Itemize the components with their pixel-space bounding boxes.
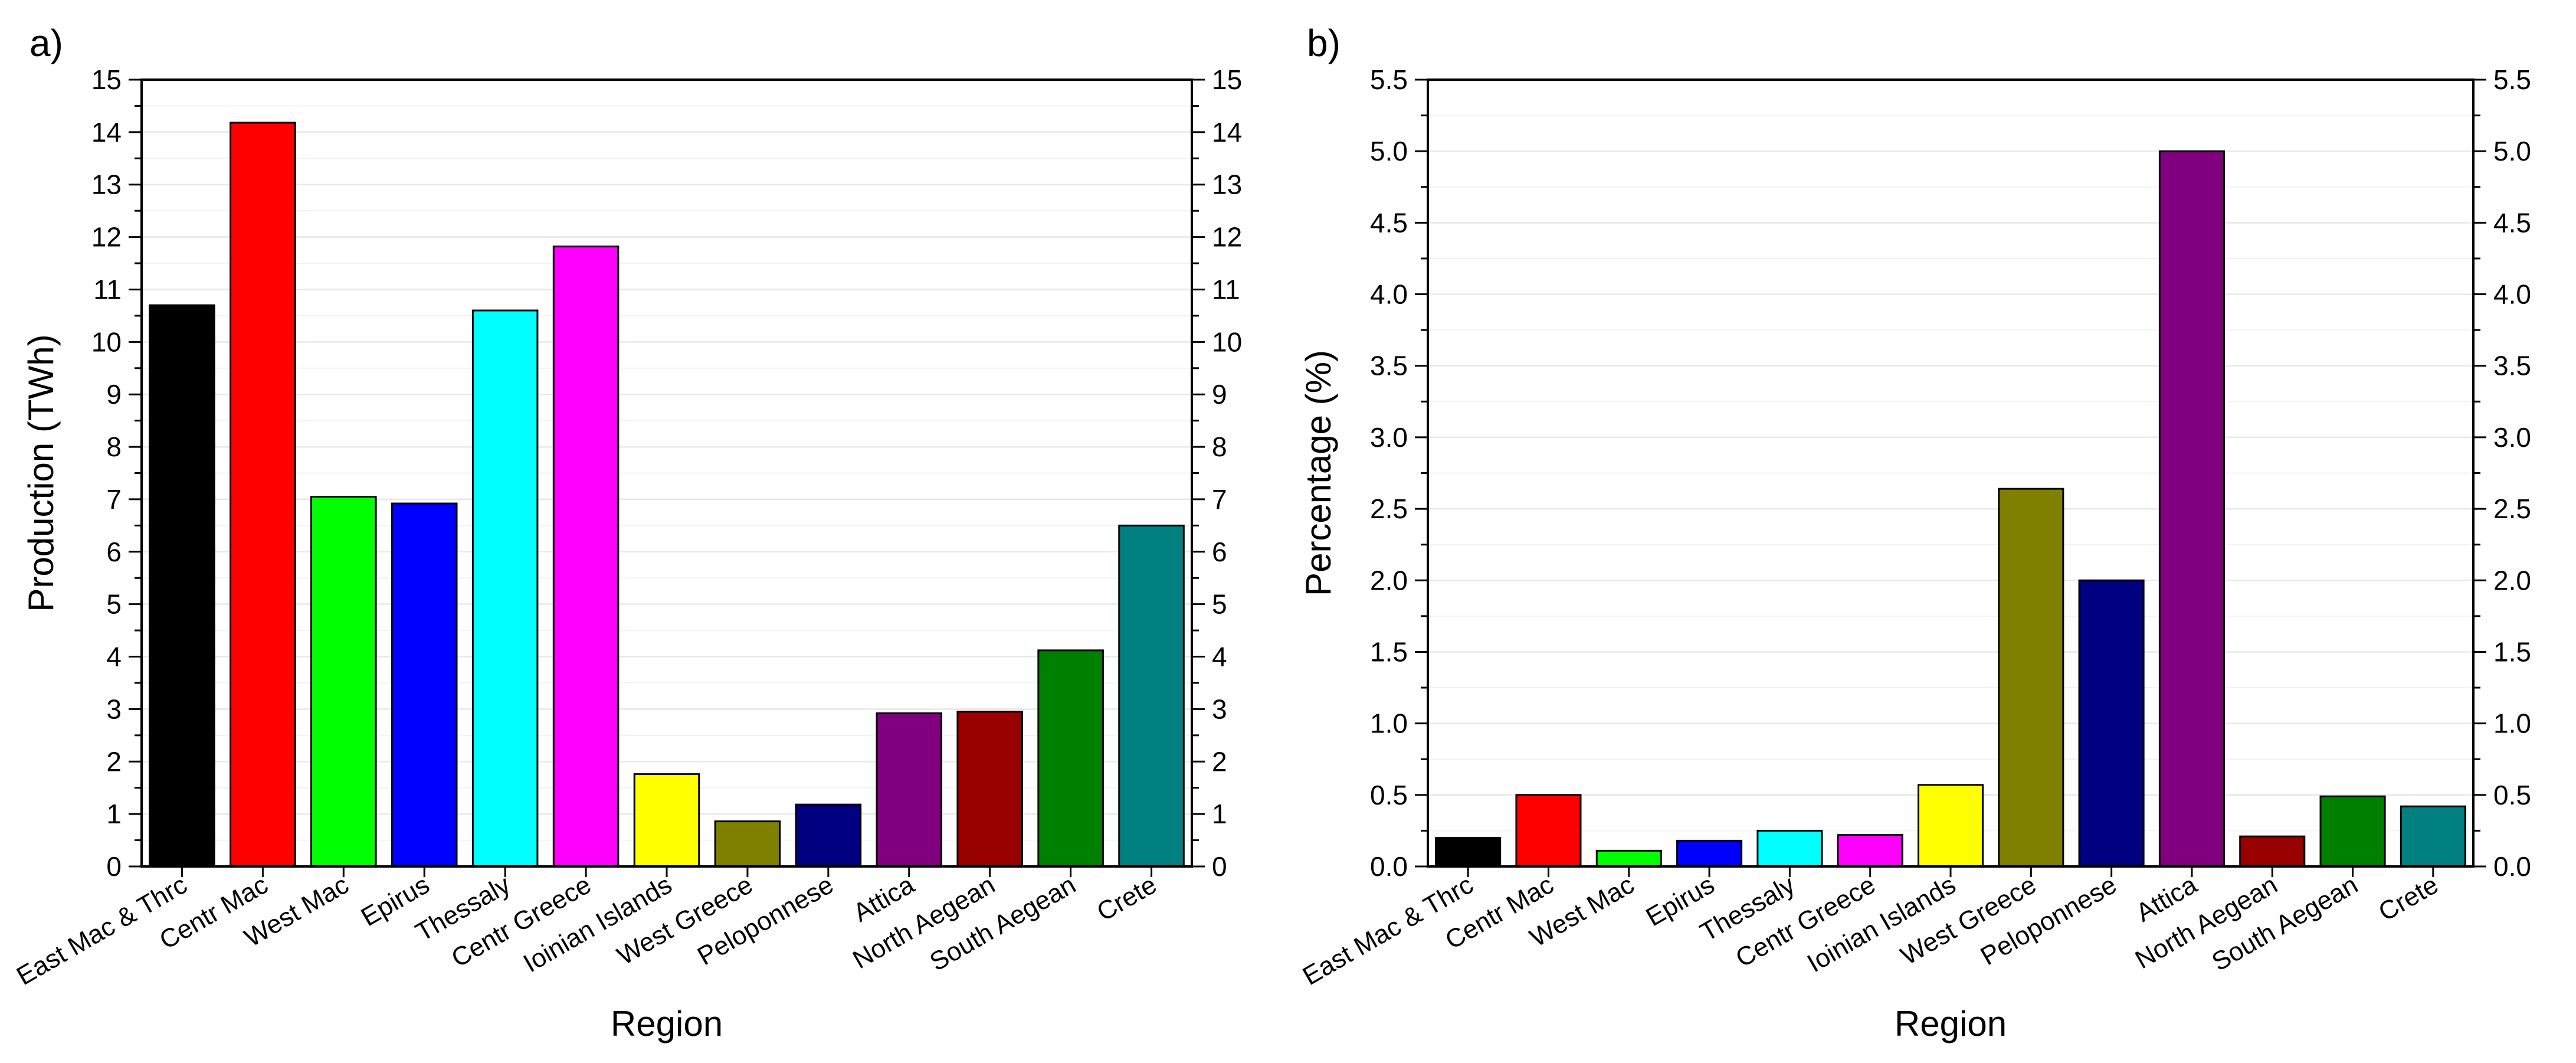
y-axis-title: Percentage (%) — [1299, 350, 1338, 596]
bar-north-aegean — [956, 711, 1023, 868]
x-axis-title: Region — [611, 1004, 723, 1044]
x-tick-label: Peloponnese — [693, 870, 838, 971]
bar-crete — [2400, 805, 2466, 868]
bar-north-aegean — [2239, 835, 2306, 868]
y-tick-label-right: 6 — [1212, 537, 1227, 567]
y-tick-label-right: 14 — [1212, 117, 1242, 148]
y-tick-label-left: 5 — [106, 589, 122, 620]
y-tick-label-left: 2.0 — [1370, 565, 1408, 596]
y-tick-label-left: 0.5 — [1370, 780, 1408, 810]
y-tick-label-left: 13 — [91, 169, 122, 200]
bar-west-mac — [310, 495, 377, 868]
bar-peloponnese — [2078, 579, 2145, 868]
bar-epirus — [391, 502, 458, 868]
y-tick-label-right: 5.5 — [2493, 64, 2531, 95]
bar-south-aegean — [2319, 795, 2386, 868]
y-tick-label-left: 0.0 — [1370, 851, 1408, 882]
bar-thessaly — [471, 309, 539, 868]
y-tick-label-right: 15 — [1212, 64, 1242, 95]
y-tick-label-left: 7 — [106, 484, 122, 515]
bar-centr-greece — [1837, 834, 1903, 868]
y-tick-label-right: 1.5 — [2493, 636, 2531, 667]
y-tick-label-right: 5.0 — [2493, 136, 2531, 166]
y-tick-label-right: 8 — [1212, 431, 1227, 462]
y-tick-label-left: 14 — [91, 117, 122, 148]
bar-centr-mac — [230, 122, 296, 868]
x-tick-label: Crete — [2374, 870, 2443, 927]
y-tick-label-left: 0 — [106, 851, 122, 882]
y-tick-label-right: 2.5 — [2493, 493, 2531, 524]
y-tick-label-left: 1 — [106, 799, 122, 829]
y-tick-label-right: 7 — [1212, 484, 1227, 515]
y-tick-label-right: 4.0 — [2493, 279, 2531, 310]
y-tick-label-right: 4.5 — [2493, 207, 2531, 238]
y-tick-label-left: 1.0 — [1370, 708, 1408, 739]
y-tick-label-left: 4.5 — [1370, 207, 1408, 238]
y-tick-label-right: 10 — [1212, 326, 1242, 357]
x-tick-label: Peloponnese — [1976, 870, 2122, 971]
bar-east-mac-thrc — [149, 304, 215, 868]
bar-centr-greece — [552, 246, 620, 868]
bar-west-mac — [1595, 849, 1662, 868]
y-tick-label-right: 4 — [1212, 642, 1227, 672]
y-tick-label-left: 5.0 — [1370, 136, 1408, 166]
y-tick-label-left: 2.5 — [1370, 493, 1408, 524]
y-tick-label-right: 2 — [1212, 746, 1227, 777]
y-tick-label-left: 3.5 — [1370, 351, 1408, 381]
y-tick-label-left: 6 — [106, 537, 122, 567]
y-tick-label-right: 2.0 — [2493, 565, 2531, 596]
y-tick-label-left: 1.5 — [1370, 636, 1408, 667]
y-tick-label-left: 9 — [106, 379, 122, 410]
x-axis-title: Region — [1895, 1004, 2007, 1044]
bar-ioinian-islands — [633, 773, 700, 868]
bar-attica — [2158, 150, 2225, 868]
bar-south-aegean — [1037, 649, 1104, 868]
chart-panel-b: 0.0 0.0 0.5 0.5 1.0 1.0 1.5 1.5 2.0 2.0 2.5 2.5 3.0 3… — [1298, 22, 2531, 1044]
y-tick-label-left: 4.0 — [1370, 279, 1408, 310]
y-tick-label-right: 5 — [1212, 589, 1227, 620]
y-tick-label-left: 3 — [106, 694, 122, 724]
bar-west-greece — [714, 820, 781, 868]
bar-epirus — [1676, 839, 1743, 868]
y-tick-label-left: 4 — [106, 642, 122, 672]
y-axis-title: Production (TWh) — [21, 334, 61, 611]
y-tick-label-right: 3 — [1212, 694, 1227, 724]
bar-east-mac-thrc — [1435, 837, 1502, 868]
y-tick-label-right: 11 — [1212, 274, 1240, 305]
y-tick-label-right: 0.5 — [2493, 780, 2531, 810]
y-tick-label-left: 2 — [106, 746, 122, 777]
y-tick-label-right: 3.0 — [2493, 422, 2531, 453]
y-tick-label-left: 5.5 — [1370, 64, 1408, 95]
bar-west-greece — [1998, 488, 2064, 868]
bar-peloponnese — [795, 803, 862, 868]
y-tick-label-right: 12 — [1212, 222, 1242, 253]
y-tick-label-right: 1 — [1212, 799, 1227, 829]
y-tick-label-right: 0 — [1212, 851, 1227, 882]
panel-label: a) — [30, 22, 63, 64]
y-tick-label-right: 13 — [1212, 169, 1242, 200]
y-tick-label-left: 15 — [91, 64, 122, 95]
y-tick-label-right: 0.0 — [2493, 851, 2531, 882]
y-tick-label-right: 1.0 — [2493, 708, 2531, 739]
bar-centr-mac — [1515, 794, 1582, 868]
y-tick-label-right: 3.5 — [2493, 351, 2531, 381]
x-tick-label: Crete — [1092, 870, 1162, 927]
bar-crete — [1118, 524, 1185, 868]
panel-label: b) — [1307, 22, 1341, 64]
y-tick-label-left: 12 — [91, 222, 122, 253]
bar-ioinian-islands — [1917, 784, 1984, 868]
y-tick-label-left: 8 — [106, 431, 122, 462]
y-tick-label-right: 9 — [1212, 379, 1227, 410]
bar-attica — [876, 712, 943, 868]
y-tick-label-left: 11 — [93, 274, 122, 305]
y-tick-label-left: 10 — [91, 326, 122, 357]
bar-thessaly — [1756, 829, 1823, 868]
y-tick-label-left: 3.0 — [1370, 422, 1408, 453]
